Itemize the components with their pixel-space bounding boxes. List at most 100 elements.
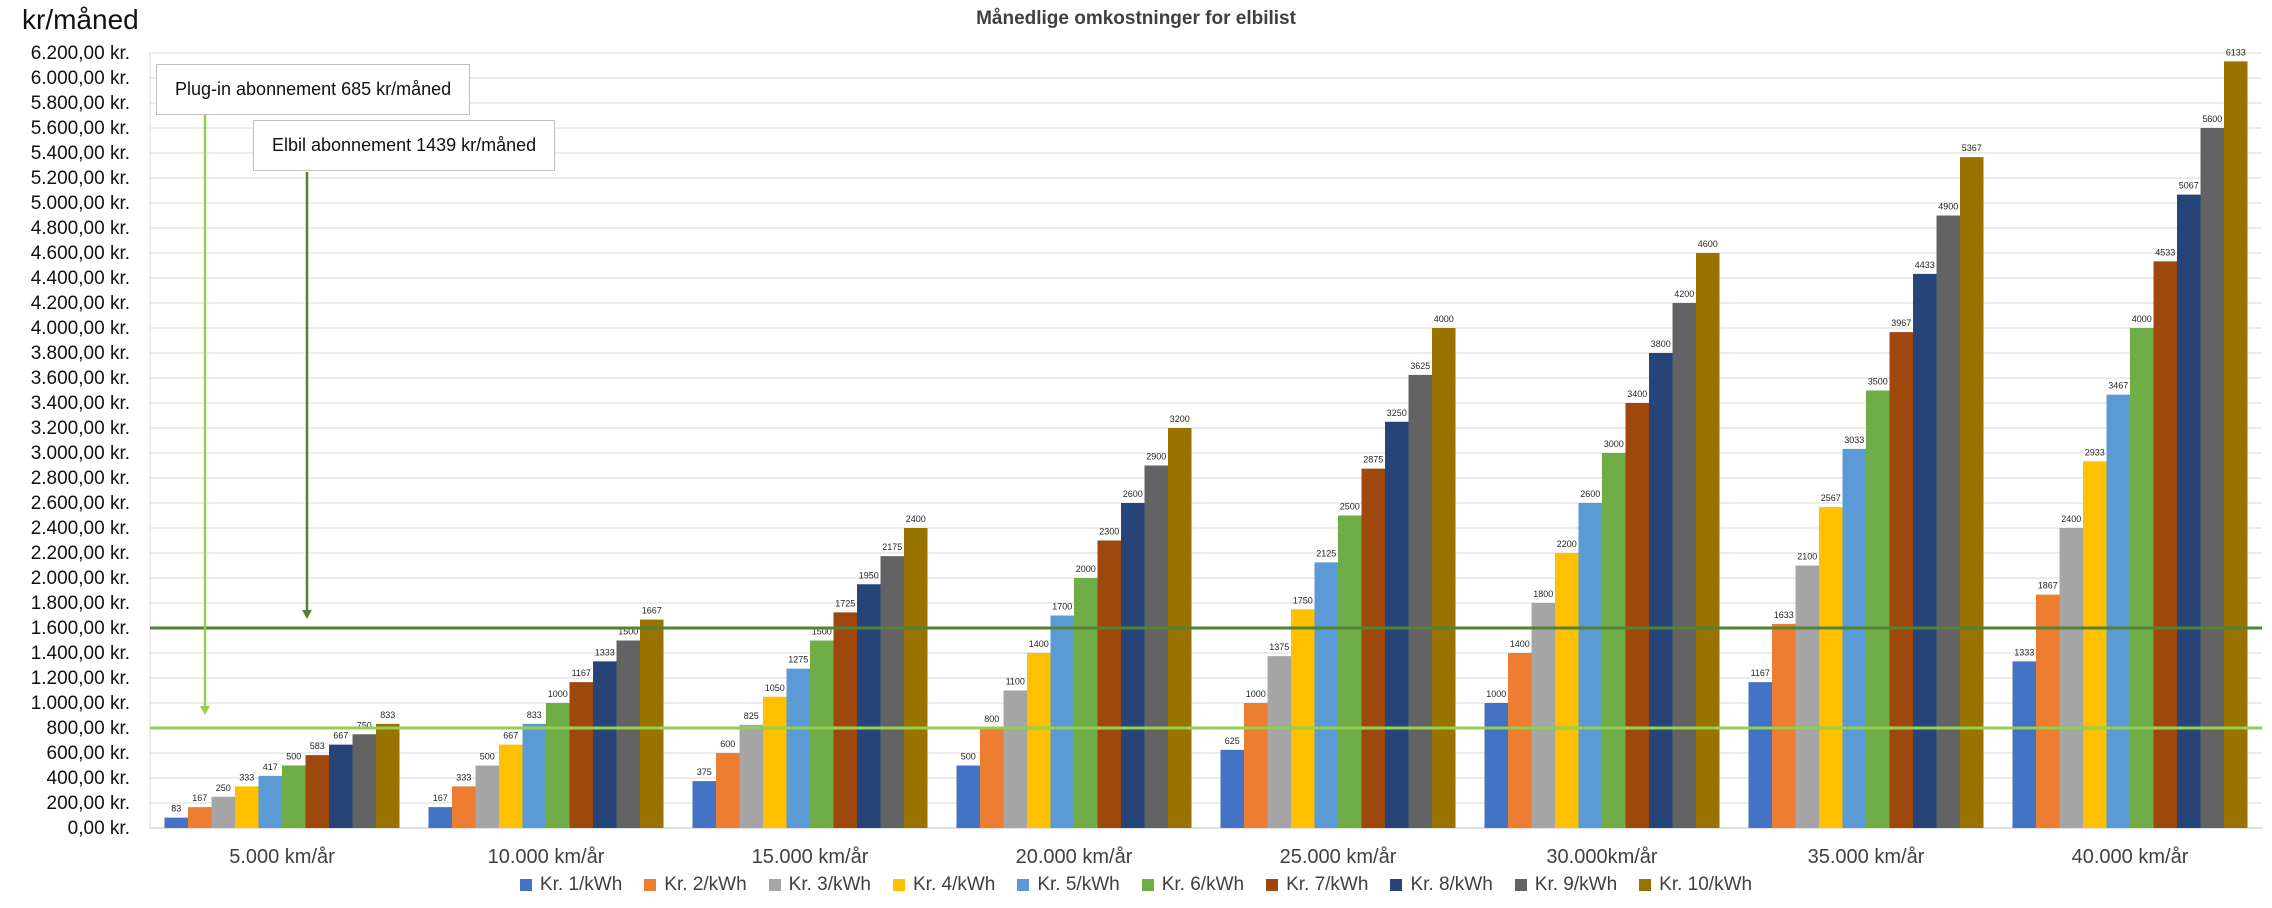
bar — [2130, 328, 2154, 828]
data-label: 2175 — [882, 542, 902, 552]
bar — [452, 786, 476, 828]
data-label: 667 — [333, 731, 348, 741]
data-label: 4000 — [1434, 314, 1454, 324]
data-label: 2125 — [1316, 548, 1336, 558]
data-label: 1000 — [1486, 689, 1506, 699]
bar — [1672, 303, 1696, 828]
elbil-subscription-callout: Elbil abonnement 1439 kr/måned — [253, 120, 556, 171]
data-label: 333 — [239, 772, 254, 782]
y-tick-label: 5.800,00 kr. — [31, 93, 130, 114]
x-tick-label: 15.000 km/år — [752, 846, 869, 868]
bar — [1314, 562, 1338, 828]
bar — [616, 640, 640, 828]
bar — [305, 755, 329, 828]
data-label: 1333 — [595, 647, 615, 657]
bar — [1748, 682, 1772, 828]
y-tick-label: 800,00 kr. — [47, 718, 130, 739]
data-label: 6133 — [2226, 47, 2246, 57]
data-label: 3000 — [1604, 439, 1624, 449]
y-tick-label: 3.400,00 kr. — [31, 393, 130, 414]
legend-swatch — [893, 879, 905, 891]
bar — [1531, 603, 1555, 828]
y-tick-label: 2.000,00 kr. — [31, 568, 130, 589]
bar — [1842, 448, 1866, 828]
legend-swatch — [1266, 879, 1279, 891]
data-label: 1000 — [1246, 689, 1266, 699]
legend-swatch — [1141, 879, 1154, 891]
y-tick-label: 5.000,00 kr. — [31, 193, 130, 214]
data-label: 2600 — [1580, 489, 1600, 499]
bar — [1074, 578, 1098, 828]
bar — [786, 668, 810, 828]
bar — [1625, 403, 1649, 828]
bar — [1484, 703, 1508, 828]
bar — [692, 781, 716, 828]
data-label: 1333 — [2014, 647, 2034, 657]
data-label: 1500 — [618, 627, 638, 637]
bar — [2153, 261, 2177, 828]
data-label: 1050 — [765, 683, 785, 693]
legend-item: Kr. 3/kWh — [768, 874, 871, 896]
y-tick-label: 200,00 kr. — [47, 793, 130, 814]
data-label: 1167 — [1751, 668, 1770, 678]
legend-label: Kr. 10/kWh — [1659, 874, 1753, 895]
bar — [211, 796, 235, 828]
data-label: 1750 — [1293, 595, 1313, 605]
data-label: 3400 — [1627, 389, 1647, 399]
bar — [2177, 194, 2201, 828]
data-label: 833 — [380, 710, 395, 720]
bar — [1696, 253, 1720, 828]
y-axis-unit-label: kr/måned — [22, 4, 139, 35]
bar — [904, 528, 928, 828]
bar — [1508, 653, 1532, 828]
legend-swatch — [1390, 879, 1403, 891]
data-label: 250 — [216, 783, 231, 793]
data-label: 1633 — [1774, 610, 1794, 620]
plugin-subscription-callout: Plug-in abonnement 685 kr/måned — [156, 64, 471, 115]
data-label: 1800 — [1533, 589, 1553, 599]
x-tick-label: 40.000 km/år — [2072, 846, 2189, 868]
data-label: 500 — [480, 752, 495, 762]
y-tick-label: 1.600,00 kr. — [31, 618, 130, 639]
data-label: 1950 — [859, 570, 879, 580]
y-tick-label: 1.400,00 kr. — [31, 643, 130, 664]
legend-label: Kr. 2/kWh — [664, 874, 747, 895]
bar — [235, 786, 259, 828]
bar — [763, 696, 787, 828]
plugin-arrow-head — [200, 706, 210, 715]
data-label: 800 — [984, 714, 999, 724]
bar — [2012, 661, 2036, 828]
data-label: 1700 — [1052, 602, 1072, 612]
bar — [640, 619, 664, 828]
y-tick-label: 3.000,00 kr. — [31, 443, 130, 464]
data-label: 4000 — [2132, 314, 2152, 324]
y-tick-label: 5.400,00 kr. — [31, 143, 130, 164]
bar — [1819, 507, 1843, 828]
data-label: 2300 — [1099, 527, 1119, 537]
legend-item: Kr. 10/kWh — [1639, 874, 1752, 896]
bar — [2224, 61, 2248, 828]
data-label: 4533 — [2155, 247, 2175, 257]
data-label: 5367 — [1962, 143, 1982, 153]
y-tick-label: 400,00 kr. — [47, 768, 130, 789]
data-label: 1400 — [1510, 639, 1530, 649]
legend-swatch — [519, 879, 532, 891]
data-label: 500 — [961, 752, 976, 762]
bar — [1361, 468, 1385, 828]
y-tick-label: 3.600,00 kr. — [31, 368, 130, 389]
bar — [522, 723, 546, 828]
data-label: 3033 — [1844, 435, 1864, 445]
bar — [1050, 615, 1074, 828]
bar — [1338, 515, 1362, 828]
x-tick-label: 5.000 km/år — [229, 846, 335, 868]
bar — [428, 807, 452, 828]
legend-item: Kr. 2/kWh — [644, 874, 747, 896]
data-label: 3625 — [1410, 361, 1430, 371]
bar — [1244, 703, 1268, 828]
data-label: 500 — [286, 752, 301, 762]
bar — [1408, 374, 1432, 828]
y-tick-label: 4.800,00 kr. — [31, 218, 130, 239]
y-tick-label: 2.200,00 kr. — [31, 543, 130, 564]
y-tick-label: 6.200,00 kr. — [31, 43, 130, 64]
data-label: 2875 — [1363, 455, 1383, 465]
